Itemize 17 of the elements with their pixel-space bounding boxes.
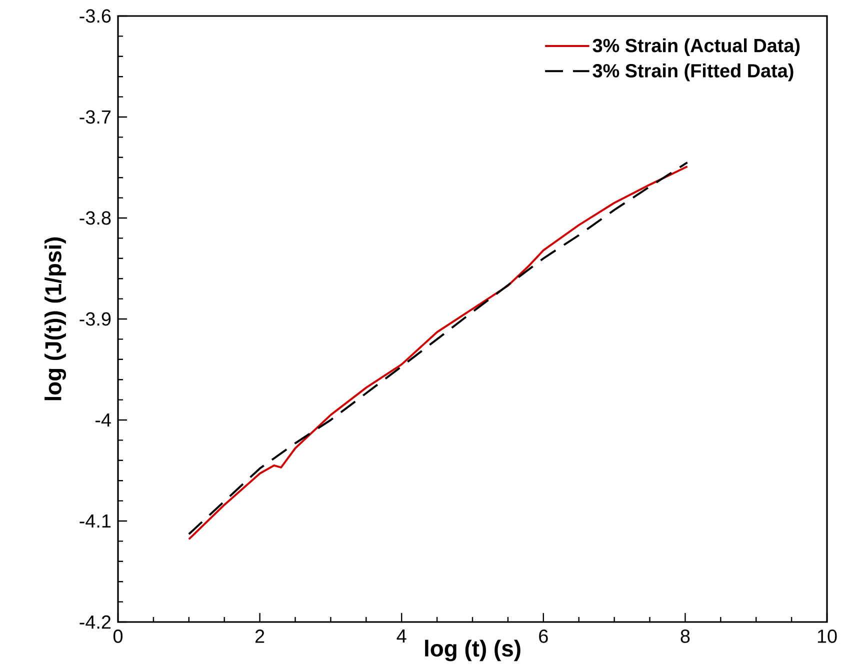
x-tick-label: 2 — [255, 630, 264, 643]
y-tick-label: -3.6 — [80, 9, 111, 23]
y-tick-label: -3.8 — [80, 211, 111, 225]
legend-label: 3% Strain (Fitted Data) — [592, 64, 794, 82]
y-tick-label: -3.9 — [80, 312, 111, 326]
x-tick-label: 6 — [539, 630, 548, 643]
x-axis-title: log (t) (s) — [425, 640, 520, 662]
y-tick-label: -4 — [95, 413, 111, 427]
x-tick-label: 0 — [113, 630, 123, 643]
x-tick-label: 4 — [396, 630, 406, 643]
x-tick-label: 10 — [818, 630, 837, 643]
y-tick-label: -4.1 — [80, 514, 111, 528]
y-tick-label: -3.7 — [80, 110, 111, 124]
x-tick-label: 8 — [680, 630, 690, 643]
legend-label: 3% Strain (Actual Data) — [592, 38, 800, 56]
y-axis-title: log (J(t)) (1/psi) — [44, 237, 66, 400]
y-tick-label: -4.2 — [80, 615, 111, 629]
